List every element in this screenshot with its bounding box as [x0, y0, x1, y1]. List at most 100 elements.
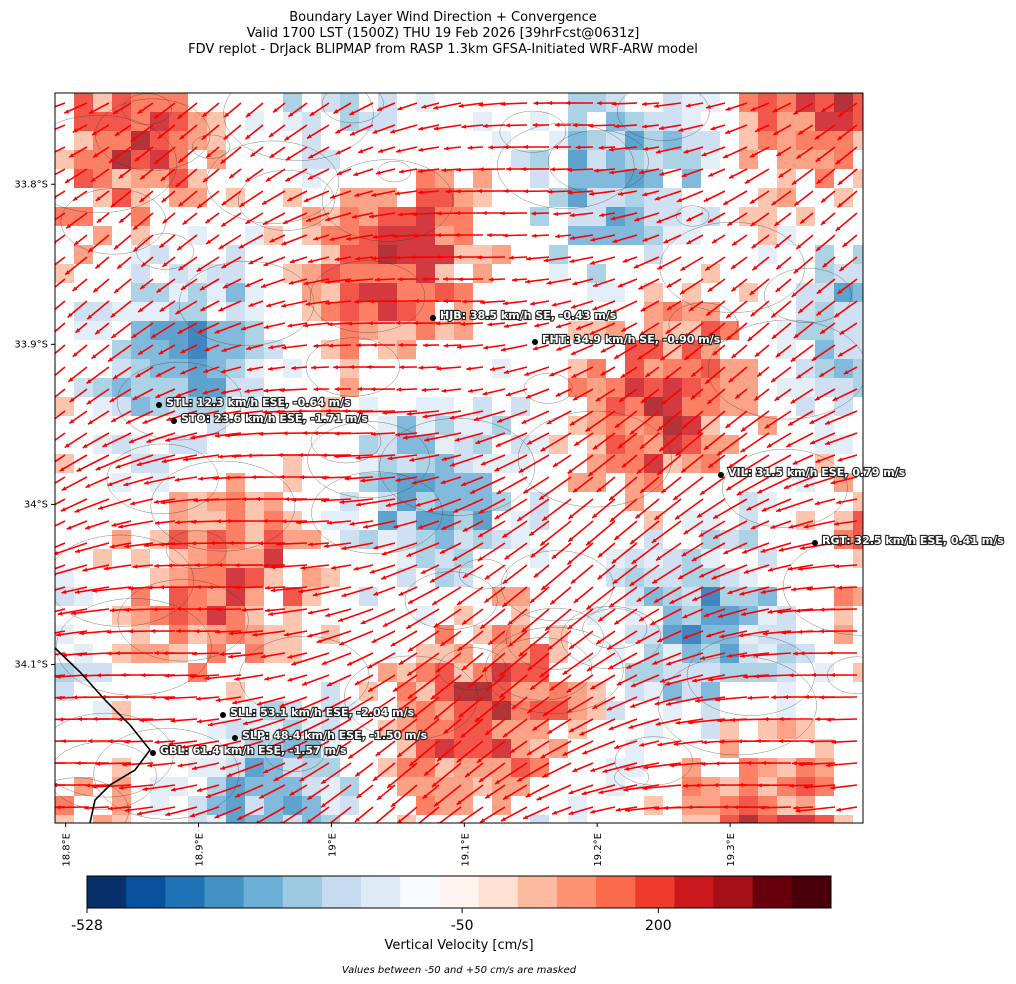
contour — [379, 418, 536, 516]
wind-arrow-head — [811, 672, 816, 678]
cell — [644, 321, 663, 340]
cell — [834, 131, 853, 150]
wind-arrow — [653, 102, 682, 108]
wind-arrow — [55, 740, 66, 743]
wind-arrow-head — [752, 265, 758, 271]
wind-arrow — [475, 432, 506, 445]
wind-arrow-head — [214, 329, 220, 334]
cell — [112, 397, 131, 416]
wind-arrow — [722, 190, 748, 206]
wind-arrow-head — [639, 616, 645, 621]
wind-arrow — [716, 432, 748, 456]
cell — [207, 530, 226, 549]
wind-arrow-head — [247, 453, 252, 458]
wind-arrow-head — [326, 728, 332, 733]
cell — [226, 473, 245, 492]
wind-arrow — [337, 608, 374, 623]
wind-arrow — [656, 454, 682, 476]
cell — [511, 720, 530, 739]
cell — [169, 625, 188, 644]
cell — [853, 340, 863, 359]
cell — [397, 511, 416, 530]
cell — [74, 663, 93, 682]
wind-arrow — [630, 674, 660, 688]
wind-arrow — [739, 652, 770, 658]
wind-arrow — [209, 829, 241, 844]
wind-arrow-head — [474, 717, 480, 722]
cell — [644, 283, 663, 302]
wind-arrow-head — [391, 298, 397, 304]
wind-arrow-head — [221, 263, 227, 269]
wind-arrow-head — [825, 440, 831, 445]
wind-arrow-head — [715, 697, 720, 702]
wind-arrow — [433, 784, 462, 808]
wind-arrow-head — [218, 244, 224, 249]
wind-arrow-head — [444, 146, 449, 151]
wind-arrow-head — [124, 544, 130, 549]
cell — [169, 530, 188, 549]
wind-arrow-head — [532, 122, 538, 128]
wind-arrow-head — [123, 482, 129, 487]
cell — [207, 131, 226, 150]
wind-arrow-head — [270, 565, 276, 570]
wind-arrow-head — [705, 266, 711, 271]
contour — [117, 579, 249, 662]
wind-arrow-head — [68, 377, 74, 382]
cell — [131, 283, 150, 302]
wind-arrow-head — [353, 566, 359, 571]
wind-arrow — [258, 784, 286, 800]
wind-arrow-head — [308, 154, 314, 159]
cell — [663, 549, 682, 568]
contour — [321, 159, 454, 242]
wind-arrow-head — [77, 716, 82, 722]
wind-arrow — [406, 410, 440, 416]
x-tick-label: 18.8°E — [62, 833, 73, 867]
wind-arrow-head — [626, 664, 632, 669]
station-label: GBL: 61.4 km/h ESE, -1.57 m/s — [160, 744, 347, 757]
wind-arrow-head — [467, 683, 473, 688]
cell — [796, 93, 815, 112]
wind-arrow-head — [55, 782, 58, 788]
cell — [150, 796, 169, 815]
wind-arrow-head — [90, 177, 96, 182]
wind-arrow-head — [652, 660, 658, 665]
wind-arrow — [761, 498, 792, 512]
wind-arrow — [612, 564, 638, 585]
wind-arrow-head — [809, 419, 815, 424]
wind-arrow-head — [376, 795, 382, 800]
wind-arrow-head — [525, 793, 531, 798]
wind-arrow — [502, 564, 528, 585]
cell — [815, 454, 834, 473]
cell — [340, 112, 359, 131]
wind-arrow-head — [703, 613, 709, 618]
cell — [625, 112, 644, 131]
wind-arrow — [124, 608, 154, 611]
wind-arrow-head — [334, 386, 340, 392]
wind-arrow-head — [699, 573, 705, 578]
wind-arrow-head — [837, 289, 843, 294]
wind-arrow-head — [758, 468, 764, 473]
cell — [853, 492, 863, 511]
wind-arrow — [97, 498, 132, 510]
wind-arrow — [824, 432, 858, 446]
wind-arrow-head — [179, 134, 185, 140]
wind-arrow-head — [85, 783, 90, 788]
wind-arrow-head — [755, 127, 761, 132]
wind-arrow-head — [309, 111, 315, 116]
cell — [378, 264, 397, 283]
wind-arrow-head — [700, 655, 706, 661]
cell — [264, 492, 283, 511]
wind-arrow-head — [799, 832, 804, 836]
cell — [701, 378, 720, 397]
x-tick-label: 19°E — [327, 833, 338, 857]
cell — [777, 226, 796, 245]
wind-arrow — [809, 410, 836, 425]
cell — [492, 416, 511, 435]
cell — [853, 359, 863, 378]
wind-arrow-head — [735, 394, 741, 399]
wind-arrow-head — [778, 547, 784, 552]
wind-arrow-head — [247, 367, 252, 372]
wind-arrow-head — [655, 149, 661, 154]
wind-arrow — [500, 806, 528, 822]
wind-arrow-head — [234, 676, 239, 681]
